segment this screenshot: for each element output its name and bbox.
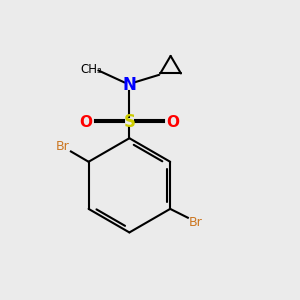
- Text: Br: Br: [189, 216, 203, 229]
- Text: N: N: [122, 76, 136, 94]
- Text: CH₃: CH₃: [80, 62, 102, 76]
- Text: O: O: [80, 115, 93, 130]
- Text: O: O: [166, 115, 179, 130]
- Text: Br: Br: [56, 140, 70, 153]
- Text: S: S: [123, 113, 135, 131]
